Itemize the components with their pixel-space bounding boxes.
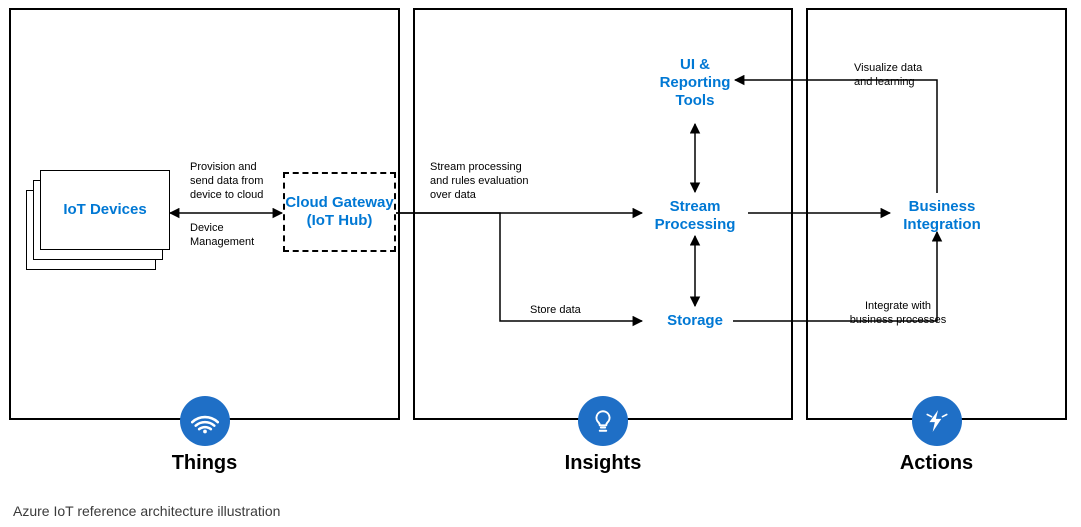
label-integrate: Integrate with business processes <box>838 300 958 328</box>
node-business-integration: Business Integration <box>892 198 992 234</box>
iot-devices-stack: IoT Devices <box>26 170 171 270</box>
wifi-icon <box>180 396 230 446</box>
panel-label-things: Things <box>9 452 400 475</box>
ui-reporting-line1: UI & <box>650 56 740 74</box>
diagram-canvas: Things Insights Actions IoT Devices Clou… <box>0 0 1081 527</box>
stream-line2: Processing <box>645 216 745 234</box>
node-storage: Storage <box>660 312 730 330</box>
label-provision: Provision and send data from device to c… <box>190 161 280 202</box>
business-line1: Business <box>892 198 992 216</box>
panel-label-actions: Actions <box>806 452 1067 475</box>
cloud-gateway-line1: Cloud Gateway <box>285 194 393 212</box>
node-ui-reporting: UI & Reporting Tools <box>650 56 740 110</box>
label-stream-eval: Stream processing and rules evaluation o… <box>430 161 550 202</box>
panel-label-insights: Insights <box>413 452 793 475</box>
figure-caption: Azure IoT reference architecture illustr… <box>13 503 280 519</box>
ui-reporting-line3: Tools <box>650 92 740 110</box>
label-store: Store data <box>530 304 620 318</box>
node-iot-devices: IoT Devices <box>63 201 146 219</box>
node-stream-processing: Stream Processing <box>645 198 745 234</box>
business-line2: Integration <box>892 216 992 234</box>
stream-line1: Stream <box>645 198 745 216</box>
cloud-gateway-line2: (IoT Hub) <box>285 212 393 230</box>
lightbulb-icon <box>578 396 628 446</box>
ui-reporting-line2: Reporting <box>650 74 740 92</box>
lightning-icon <box>912 396 962 446</box>
label-device-mgmt: Device Management <box>190 222 280 250</box>
node-cloud-gateway: Cloud Gateway (IoT Hub) <box>283 172 396 252</box>
label-visualize: Visualize data and learning <box>854 62 954 90</box>
